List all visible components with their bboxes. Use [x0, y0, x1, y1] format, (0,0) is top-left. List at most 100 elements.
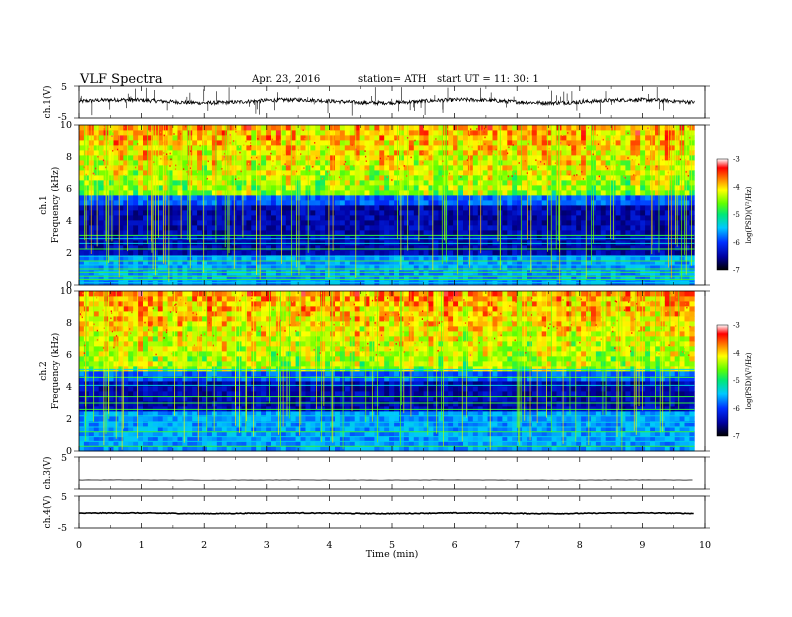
spectrogram-cell	[625, 245, 630, 250]
spectrogram-cell	[389, 200, 394, 205]
spectrogram-cell	[350, 220, 355, 225]
psd-speckle	[365, 156, 366, 158]
spectrogram-cell	[207, 205, 212, 210]
spectrogram-cell	[522, 185, 527, 190]
spectrogram-cell	[433, 175, 438, 180]
spectrogram-cell	[320, 170, 325, 175]
spectrogram-cell	[438, 225, 443, 230]
spectrogram-cell	[625, 165, 630, 170]
spectrogram-cell	[237, 180, 242, 185]
spectrogram-cell	[680, 210, 685, 215]
spectrogram-cell	[182, 240, 187, 245]
spectrogram-cell	[463, 130, 468, 135]
spectrogram-cell	[640, 250, 645, 255]
spectrogram-cell	[360, 195, 365, 200]
spectrogram-cell	[384, 135, 389, 140]
spectrogram-cell	[650, 180, 655, 185]
spectrogram-cell	[237, 190, 242, 195]
psd-speckle	[669, 158, 670, 160]
spectrogram-cell	[123, 356, 128, 361]
spectrogram-cell	[640, 225, 645, 230]
spectrogram-cell	[320, 205, 325, 210]
spectrogram-cell	[625, 150, 630, 155]
spectrogram-cell	[616, 155, 621, 160]
spectrogram-cell	[409, 230, 414, 235]
spectrogram-cell	[507, 135, 512, 140]
spectrogram-cell	[685, 215, 690, 220]
spectrogram-cell	[261, 130, 266, 135]
spectrogram-cell	[645, 130, 650, 135]
spectrogram-cell	[409, 130, 414, 135]
spectrogram-cell	[581, 200, 586, 205]
spectrogram-cell	[128, 316, 133, 321]
spectrogram-cell	[104, 250, 109, 255]
spectrogram-cell	[286, 245, 291, 250]
psd-speckle	[254, 179, 255, 181]
spectrogram-cell	[99, 416, 104, 421]
spectrogram-cell	[212, 160, 217, 165]
spectrogram-cell	[335, 145, 340, 150]
spectrogram-cell	[680, 145, 685, 150]
spectrogram-cell	[271, 185, 276, 190]
psd-speckle	[168, 159, 169, 161]
psd-speckle	[562, 134, 563, 136]
spectrogram-cell	[685, 205, 690, 210]
spectrogram-cell	[94, 175, 99, 180]
spectrogram-cell	[571, 160, 576, 165]
spectrogram-cell	[143, 391, 148, 396]
spectrogram-cell	[350, 240, 355, 245]
spectrogram-cell	[419, 150, 424, 155]
spectrogram-cell	[128, 130, 133, 135]
spectrogram-cell	[197, 240, 202, 245]
spectrogram-cell	[320, 155, 325, 160]
psd-speckle	[304, 178, 305, 180]
spectrogram-cell	[493, 245, 498, 250]
spectrogram-cell	[148, 215, 153, 220]
spectrogram-cell	[123, 391, 128, 396]
spectrogram-cell	[163, 265, 168, 270]
spectrogram-cell	[217, 210, 222, 215]
spectrogram-cell	[463, 215, 468, 220]
psd-speckle	[593, 154, 594, 156]
spectrogram-cell	[256, 240, 261, 245]
spectrogram-cell	[207, 130, 212, 135]
spectrogram-cell	[133, 135, 138, 140]
spectrogram-cell	[571, 250, 576, 255]
psd-speckle	[526, 168, 527, 170]
spectrogram-cell	[399, 155, 404, 160]
spectrogram-cell	[345, 210, 350, 215]
spectrogram-cell	[79, 321, 84, 326]
spectrogram-cell	[242, 195, 247, 200]
spectrogram-cell	[586, 135, 591, 140]
spectrogram-cell	[640, 195, 645, 200]
spectrogram-cell	[158, 245, 163, 250]
spectrogram-cell	[242, 185, 247, 190]
spectrogram-cell	[109, 230, 114, 235]
spectrogram-cell	[365, 175, 370, 180]
spectrogram-cell	[650, 245, 655, 250]
spectrogram-cell	[473, 250, 478, 255]
spectrogram-cell	[483, 225, 488, 230]
spectrogram-cell	[256, 170, 261, 175]
spectrogram-cell	[251, 190, 256, 195]
spectrogram-cell	[138, 346, 143, 351]
spectrogram-cell	[286, 250, 291, 255]
spectrogram-cell	[261, 170, 266, 175]
spectrogram-cell	[217, 240, 222, 245]
spectrogram-cell	[197, 250, 202, 255]
spectrogram-cell	[320, 200, 325, 205]
psd-speckle	[112, 131, 113, 133]
spectrogram-cell	[640, 135, 645, 140]
spectrogram-cell	[561, 125, 566, 130]
spectrogram-cell	[660, 160, 665, 165]
spectrogram-cell	[561, 175, 566, 180]
spectrogram-cell	[271, 175, 276, 180]
spectrogram-cell	[143, 336, 148, 341]
spectrogram-cell	[685, 230, 690, 235]
spectrogram-cell	[561, 195, 566, 200]
spectrogram-cell	[118, 386, 123, 391]
spectrogram-cell	[192, 215, 197, 220]
spectrogram-cell	[320, 145, 325, 150]
spectrogram-cell	[261, 220, 266, 225]
spectrogram-cell	[133, 220, 138, 225]
